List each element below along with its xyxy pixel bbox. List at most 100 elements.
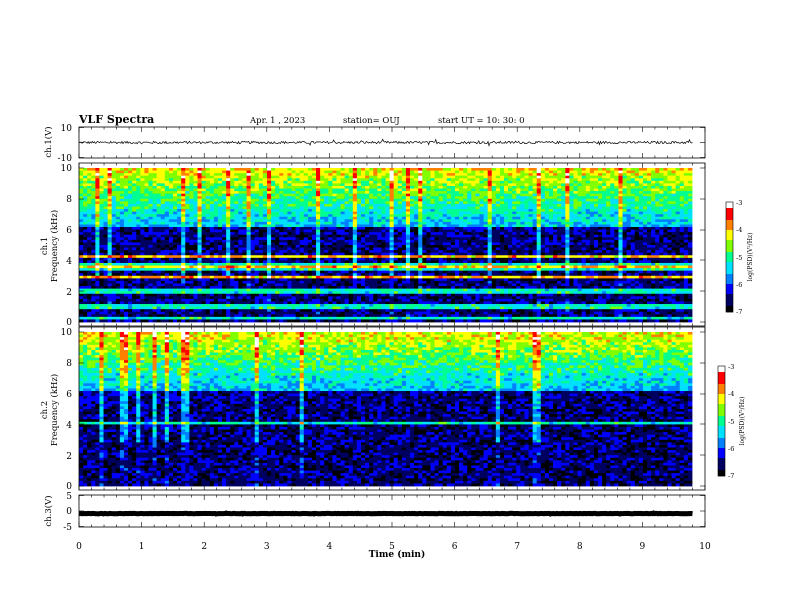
spectrogram-cell: [365, 188, 370, 192]
spectrogram-cell: [373, 183, 378, 187]
spectrogram-cell: [606, 170, 611, 174]
spectrogram-cell: [410, 232, 415, 236]
spectrogram-cell: [459, 196, 464, 200]
spectrogram-cell: [340, 178, 346, 182]
spectrogram-cell: [642, 224, 648, 228]
spectrogram-cell: [679, 239, 685, 243]
spectrogram-cell: [275, 198, 280, 202]
spectrogram-cell: [91, 178, 96, 182]
spectrogram-cell: [209, 216, 215, 220]
spectrogram-cell: [499, 234, 505, 238]
spectrogram-cell: [532, 175, 538, 179]
spectrogram-cell: [495, 185, 501, 189]
spectrogram-cell: [356, 173, 362, 177]
spectrogram-cell: [266, 196, 272, 200]
spectrogram-cell: [638, 221, 644, 225]
spectrogram-cell: [193, 168, 198, 171]
spectrogram-cell: [295, 250, 301, 254]
spectrogram-cell: [132, 211, 137, 215]
ch1-spectrogram-cells: [79, 168, 693, 323]
spectrogram-cell: [360, 173, 366, 177]
spectrogram-cell: [148, 214, 153, 218]
spectrogram-cell: [479, 196, 484, 200]
spectrogram-cell: [675, 219, 681, 223]
spectrogram-cell: [410, 229, 415, 233]
spectrogram-cell: [344, 198, 350, 202]
spectrogram-cell: [132, 209, 137, 213]
spectrogram-cell: [483, 185, 489, 189]
spectrogram-cell: [683, 170, 689, 174]
spectrogram-cell: [565, 178, 570, 182]
spectrogram-cell: [287, 168, 292, 171]
spectrogram-cell: [442, 185, 448, 189]
spectrogram-cell: [340, 170, 346, 174]
spectrogram-cell: [99, 193, 104, 197]
spectrogram-cell: [348, 224, 354, 228]
spectrogram-cell: [115, 206, 121, 210]
spectrogram-cell: [103, 175, 109, 179]
spectrogram-cell: [283, 168, 288, 171]
spectrogram-cell: [475, 185, 480, 189]
spectrogram-cell: [508, 168, 513, 171]
spectrogram-cell: [504, 206, 509, 210]
spectrogram-cell: [295, 173, 301, 177]
spectrogram-cell: [487, 201, 493, 205]
spectrogram-cell: [405, 175, 411, 179]
spectrogram-cell: [679, 229, 685, 233]
spectrogram-cell: [336, 201, 341, 205]
spectrogram-cell: [442, 221, 448, 225]
spectrogram-cell: [459, 232, 464, 236]
spectrogram-cell: [385, 214, 390, 218]
spectrogram-cell: [569, 201, 574, 205]
spectrogram-cell: [647, 203, 652, 207]
spectrogram-cell: [103, 250, 109, 254]
spectrogram-cell: [316, 175, 321, 179]
spectrogram-cell: [311, 239, 317, 243]
spectrogram-cell: [87, 232, 92, 236]
spectrogram-cell: [95, 191, 100, 195]
spectrogram-cell: [213, 175, 219, 179]
spectrogram-cell: [647, 175, 652, 179]
spectrogram-cell: [475, 180, 480, 184]
spectrogram-cell: [577, 219, 583, 223]
spectrogram-cell: [401, 219, 407, 223]
spectrogram-cell: [434, 180, 440, 184]
spectrogram-cell: [185, 209, 190, 213]
spectrogram-cell: [577, 239, 583, 243]
spectrogram-cell: [303, 211, 309, 215]
spectrogram-cell: [614, 175, 619, 179]
spectrogram-cell: [87, 221, 92, 225]
spectrogram-cell: [128, 209, 133, 213]
spectrogram-cell: [479, 247, 484, 251]
spectrogram-cell: [205, 170, 211, 174]
spectrogram-cell: [177, 221, 182, 225]
spectrogram-cell: [610, 188, 615, 192]
spectrogram-cell: [491, 239, 497, 243]
spectrogram-cell: [197, 229, 202, 233]
spectrogram-cell: [630, 206, 636, 210]
spectrogram-cell: [365, 229, 370, 233]
spectrogram-cell: [83, 214, 88, 218]
spectrogram-cell: [132, 219, 137, 223]
spectrogram-cell: [320, 206, 325, 210]
spectrogram-cell: [258, 175, 264, 179]
spectrogram-cell: [205, 227, 211, 230]
spectrogram-cell: [516, 183, 521, 187]
spectrogram-cell: [87, 170, 92, 174]
spectrogram-cell: [242, 239, 247, 243]
spectrogram-cell: [205, 221, 211, 225]
spectrogram-cell: [459, 224, 464, 228]
spectrogram-cell: [324, 196, 329, 200]
spectrogram-cell: [160, 173, 166, 177]
spectrogram-cell: [393, 216, 399, 220]
spectrogram-cell: [83, 250, 88, 254]
spectrogram-cell: [373, 232, 378, 236]
spectrogram-cell: [185, 201, 190, 205]
spectrogram-cell: [573, 170, 578, 174]
spectrogram-cell: [144, 219, 149, 223]
spectrogram-cell: [548, 224, 554, 228]
spectrogram-cell: [242, 232, 247, 236]
spectrogram-cell: [279, 247, 284, 251]
spectrogram-cell: [123, 173, 129, 177]
spectrogram-cell: [577, 175, 583, 179]
